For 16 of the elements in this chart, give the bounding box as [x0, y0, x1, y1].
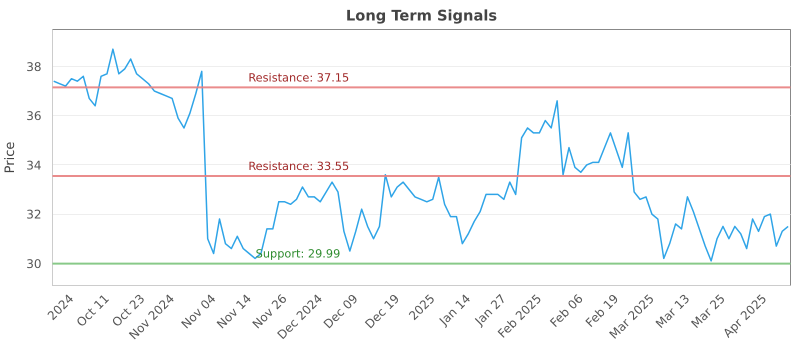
- x-tick-label: Jan 14: [436, 292, 474, 329]
- x-tick-label: Oct 11: [74, 292, 112, 330]
- x-tick-label: Dec 09: [320, 292, 361, 332]
- x-tick-label: Mar 13: [652, 292, 692, 331]
- x-tick-label: Feb 06: [547, 292, 586, 330]
- y-tick-label: 32: [26, 208, 42, 222]
- y-tick-label: 30: [26, 256, 42, 271]
- ref-line-label: Resistance: 37.15: [248, 70, 350, 84]
- x-tick-label: Dec 19: [362, 292, 402, 332]
- ref-line-label: Resistance: 33.55: [248, 158, 350, 173]
- y-tick-label: 38: [26, 60, 42, 74]
- y-tick-label: 36: [26, 109, 42, 124]
- y-axis-title: Price: [3, 142, 18, 174]
- line-series: [52, 48, 789, 262]
- chart-title: Long Term Signals: [346, 8, 498, 24]
- y-tick-label: 34: [26, 158, 42, 172]
